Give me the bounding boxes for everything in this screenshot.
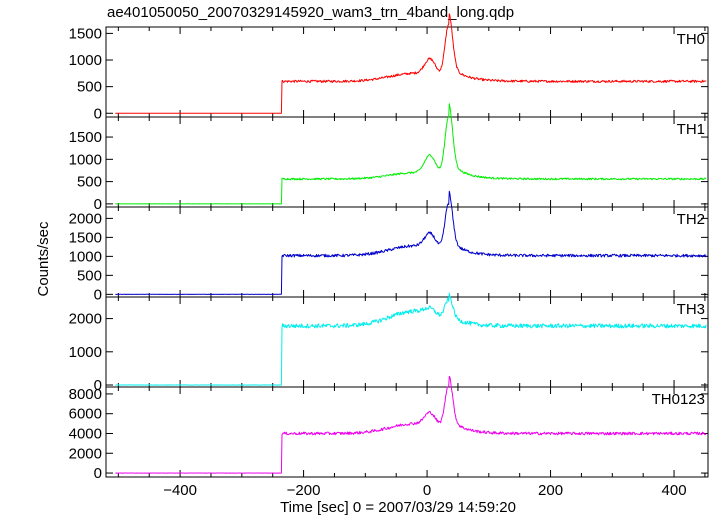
y-tick-label: 1000 bbox=[69, 52, 102, 69]
legend-label: TH3 bbox=[677, 301, 705, 318]
panel-2: 0 500 1000 1500 2000 TH2 bbox=[69, 190, 709, 303]
y-axis-label: Counts/sec bbox=[35, 221, 52, 297]
panels: 0 500 1000 1500 TH0 0 500 1000 1500 TH1 0 500 1000 15… bbox=[69, 13, 709, 499]
y-tick-label: 2000 bbox=[69, 311, 102, 328]
y-tick-label: 8000 bbox=[69, 386, 102, 403]
y-tick-label: 0 bbox=[94, 196, 102, 213]
y-tick-label: 1500 bbox=[69, 129, 102, 146]
panel-frame bbox=[105, 26, 709, 118]
y-tick-label: 1500 bbox=[69, 25, 102, 42]
legend-label: TH2 bbox=[677, 211, 705, 228]
legend-label: TH0123 bbox=[652, 391, 705, 408]
x-tick-label: 0 bbox=[423, 482, 431, 499]
y-tick-label: 0 bbox=[94, 286, 102, 303]
panel-frame bbox=[105, 116, 709, 208]
series-line-TH0 bbox=[115, 13, 707, 114]
panel-0: 0 500 1000 1500 TH0 bbox=[69, 13, 709, 122]
panel-1: 0 500 1000 1500 TH1 bbox=[69, 103, 709, 213]
y-tick-label: 500 bbox=[77, 79, 102, 96]
y-tick-label: 2000 bbox=[69, 210, 102, 227]
series-line-TH1 bbox=[115, 103, 707, 205]
panel-3: 0 1000 2000 TH3 bbox=[69, 292, 709, 394]
y-tick-label: 0 bbox=[94, 465, 102, 482]
y-tick-label: 0 bbox=[94, 105, 102, 122]
panel-4: 0 2000 4000 6000 8000 TH0123 −400 −200 0 200 400 bbox=[69, 375, 709, 499]
x-tick-label: −200 bbox=[287, 482, 321, 499]
panel-frame bbox=[105, 386, 709, 478]
x-tick-label: 200 bbox=[538, 482, 563, 499]
y-tick-label: 1500 bbox=[69, 229, 102, 246]
y-tick-label: 0 bbox=[94, 377, 102, 394]
y-tick-label: 2000 bbox=[69, 445, 102, 462]
series-line-TH0123 bbox=[115, 375, 707, 474]
x-tick-label: 400 bbox=[662, 482, 687, 499]
y-tick-label: 6000 bbox=[69, 406, 102, 423]
series-line-TH3 bbox=[115, 292, 707, 386]
x-axis-label: Time [sec] 0 = 2007/03/29 14:59:20 bbox=[280, 499, 516, 516]
y-tick-label: 4000 bbox=[69, 425, 102, 442]
legend-label: TH0 bbox=[677, 31, 705, 48]
series-line-TH2 bbox=[115, 190, 707, 295]
y-tick-label: 1000 bbox=[69, 151, 102, 168]
y-tick-label: 1000 bbox=[69, 344, 102, 361]
panel-frame bbox=[105, 296, 709, 388]
y-tick-label: 500 bbox=[77, 174, 102, 191]
legend-label: TH1 bbox=[677, 121, 705, 138]
y-tick-label: 1000 bbox=[69, 248, 102, 265]
chart-title: ae401050050_20070329145920_wam3_trn_4ban… bbox=[107, 4, 514, 21]
y-tick-label: 500 bbox=[77, 267, 102, 284]
panel-frame bbox=[105, 206, 709, 298]
x-tick-label: −400 bbox=[163, 482, 197, 499]
